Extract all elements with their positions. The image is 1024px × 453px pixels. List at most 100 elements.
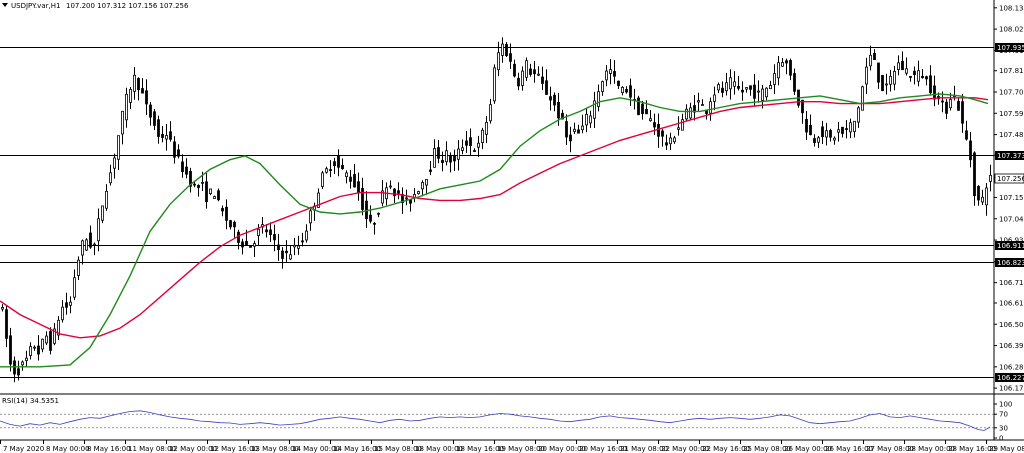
candle-bear	[841, 126, 844, 134]
candle-bear	[921, 76, 924, 79]
candle-bear	[145, 90, 148, 105]
candle-bull	[377, 212, 380, 215]
candle-bull	[713, 94, 716, 102]
candle-bear	[301, 240, 304, 243]
candle-bear	[665, 142, 668, 146]
candle-bull	[521, 70, 524, 86]
candle-bear	[197, 184, 200, 189]
time-tick-label: 22 May 16:00	[702, 445, 750, 453]
candle-bull	[817, 137, 820, 143]
candles	[1, 37, 992, 383]
candle-bull	[81, 240, 84, 256]
candle-bear	[221, 207, 224, 212]
candle-bear	[933, 85, 936, 100]
candle-bear	[785, 60, 788, 64]
candle-bull	[761, 88, 764, 101]
candle-bear	[149, 104, 152, 118]
candle-bear	[473, 150, 476, 152]
candle-bear	[569, 134, 572, 142]
candle-bull	[897, 62, 900, 70]
candle-bear	[217, 190, 220, 201]
candle-bear	[153, 111, 156, 126]
price-tick-label: 107.590	[999, 110, 1024, 118]
candle-bull	[621, 86, 624, 94]
price-tick-label: 107.480	[999, 131, 1024, 139]
candle-bear	[749, 85, 752, 90]
candle-bull	[41, 338, 44, 350]
candle-bear	[617, 80, 620, 87]
candle-bear	[269, 229, 272, 235]
candle-bear	[793, 73, 796, 92]
candle-bear	[181, 161, 184, 173]
candle-bull	[725, 82, 728, 92]
candle-bull	[305, 230, 308, 241]
candle-bear	[929, 75, 932, 94]
time-tick-label: 14 May 00:00	[292, 445, 340, 453]
candle-bull	[53, 328, 56, 344]
candle-bear	[233, 221, 236, 228]
candle-bear	[661, 130, 664, 137]
rsi-tick-label: 70	[999, 411, 1008, 419]
candle-bull	[485, 121, 488, 135]
candle-bear	[613, 71, 616, 77]
candle-bull	[585, 113, 588, 126]
candle-bull	[213, 196, 216, 199]
price-level-label: 106.911	[997, 242, 1024, 250]
candle-bull	[869, 54, 872, 67]
candle-bull	[105, 190, 108, 209]
level-labels: 107.935 107.373 106.911 106.823 106.227 107.2…	[994, 43, 1024, 382]
candle-bull	[325, 168, 328, 173]
candle-bull	[481, 129, 484, 143]
candle-bear	[373, 222, 376, 225]
price-level-tag	[995, 151, 1024, 160]
candle-bear	[737, 85, 740, 89]
candle-bear	[789, 60, 792, 76]
candle-bear	[409, 199, 412, 204]
candle-bull	[381, 190, 384, 204]
candle-bull	[589, 115, 592, 124]
candle-bull	[425, 179, 428, 186]
chart-menu-arrow-icon[interactable]	[2, 3, 8, 7]
time-tick-label: 22 May 00:00	[661, 445, 709, 453]
rsi-label: RSI(14) 34.5351	[2, 397, 59, 405]
candle-bull	[209, 188, 212, 194]
candle-bear	[641, 103, 644, 114]
candle-bull	[33, 346, 36, 349]
price-tick-label: 106.935	[999, 237, 1024, 245]
candle-bull	[457, 148, 460, 160]
candle-bull	[837, 129, 840, 133]
candle-bear	[241, 241, 244, 248]
candle-bull	[253, 243, 256, 247]
time-tick-label: 26 May 16:00	[825, 445, 873, 453]
price-tick-label: 106.390	[999, 342, 1024, 350]
candle-bull	[109, 172, 112, 184]
time-tick-label: 12 May 00:00	[169, 445, 217, 453]
candle-bull	[113, 157, 116, 169]
candle-bear	[913, 70, 916, 75]
candle-bull	[717, 84, 720, 91]
price-tick-label: 106.610	[999, 299, 1024, 307]
candle-bull	[201, 181, 204, 184]
candle-bear	[437, 147, 440, 159]
time-tick-label: 7 May 2020	[3, 445, 44, 453]
time-tick-label: 8 May 16:00	[87, 445, 131, 453]
candle-bear	[973, 152, 976, 197]
price-tick-label: 107.045	[999, 215, 1024, 223]
rsi-levels: 100 70 30 0	[0, 401, 1012, 443]
candle-bull	[477, 142, 480, 148]
candle-bear	[945, 101, 948, 114]
rsi-tick-label: 30	[999, 424, 1008, 432]
candle-bull	[849, 122, 852, 133]
price-tick-label: 106.280	[999, 363, 1024, 371]
candle-bull	[29, 346, 32, 357]
candle-bear	[549, 96, 552, 101]
candle-bear	[65, 302, 68, 308]
rsi-tick-label: 100	[999, 401, 1012, 409]
candle-bull	[77, 259, 80, 276]
candle-bear	[353, 174, 356, 188]
candle-bear	[877, 62, 880, 83]
candle-bull	[857, 107, 860, 123]
time-tick-label: 26 May 00:00	[784, 445, 832, 453]
